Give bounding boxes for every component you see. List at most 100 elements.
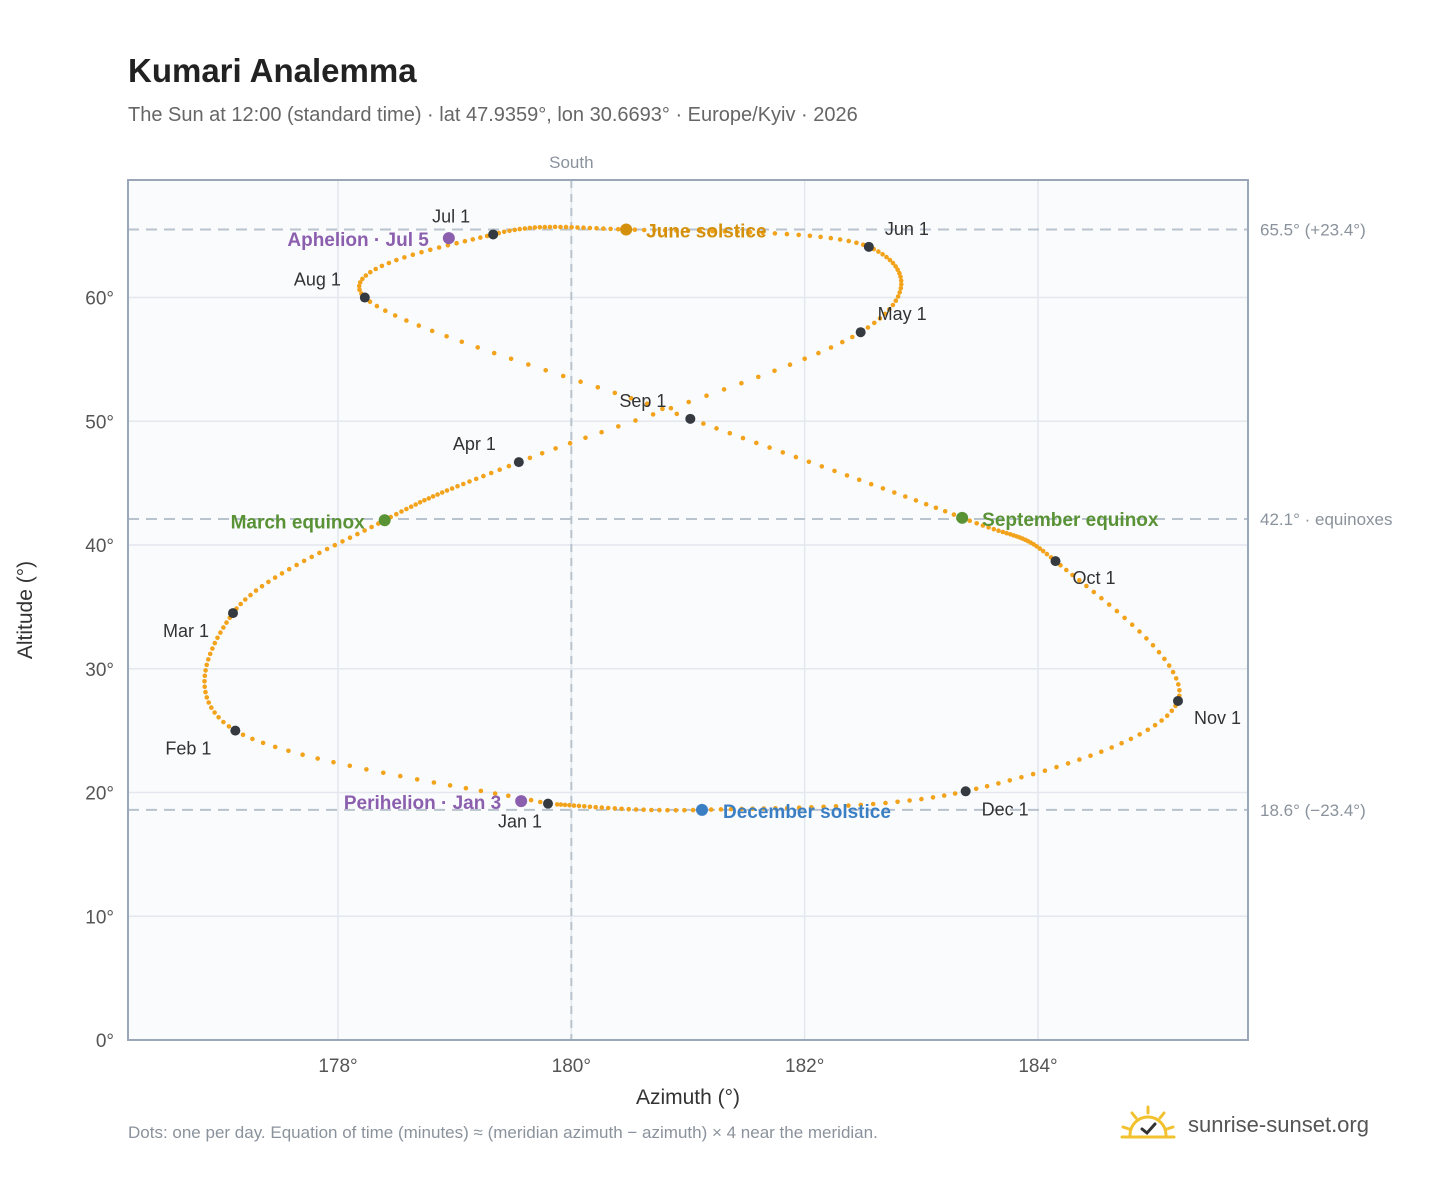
daily-dot [202,673,208,679]
daily-dot [447,783,453,788]
y-tick-label: 30° [85,660,114,681]
daily-dot [728,806,734,812]
y-tick-label: 10° [85,907,114,928]
daily-dot [226,724,232,729]
daily-dot [560,373,566,379]
daily-dot [807,233,813,239]
daily-dot [204,695,210,700]
month-marker-label: Nov 1 [1194,708,1241,728]
daily-dot [218,630,223,635]
daily-dot [780,450,786,455]
daily-dot [739,380,744,386]
daily-dot [690,807,696,813]
x-tick-label: 180° [552,1056,591,1077]
daily-dot [650,412,656,417]
daily-dot [657,807,662,813]
daily-dot [1034,544,1039,549]
month-marker-dot [855,327,866,338]
daily-dot [373,266,379,272]
daily-dot [300,752,305,757]
month-marker-label: Jan 1 [498,812,542,832]
y-tick-label: 40° [85,536,114,557]
daily-dot [673,808,679,813]
daily-dot [1156,649,1162,655]
daily-dot [369,524,374,530]
daily-dot [1137,629,1142,634]
daily-dot [887,307,892,312]
daily-dot [455,484,460,489]
daily-dot [444,488,450,493]
daily-dot [616,424,621,429]
month-marker-dot [228,608,238,619]
daily-dot [272,575,278,580]
daily-dot [1152,722,1158,728]
daily-dot [340,539,345,544]
daily-dot [760,230,765,236]
daily-dot [362,528,367,533]
daily-dot [430,494,436,499]
daily-dot [704,393,709,399]
daily-dot [754,440,759,446]
month-marker-dot [230,725,241,736]
daily-dot [872,320,877,326]
daily-dot [481,473,486,479]
daily-dot [750,806,755,811]
daily-dot [1145,727,1151,733]
daily-dot [740,435,746,441]
daily-dot [240,732,246,738]
footnote: Dots: one per day. Equation of time (min… [128,1123,878,1142]
daily-dot [210,646,215,651]
daily-dot [701,421,706,426]
daily-dot [463,785,469,791]
event-marker-label: Perihelion · Jan 3 [344,793,501,814]
daily-dot [984,783,990,789]
daily-dot [952,791,958,796]
brand-logo[interactable]: sunrise-sunset.org [1120,1100,1369,1150]
axes: 178° 180° 182° 184° 0° 10° 20° 30° 40° 50° 60° Azim… [14,289,1058,1109]
daily-dot [492,791,498,796]
daily-dot [865,325,871,330]
daily-dot [837,237,843,242]
daily-dot [419,249,424,255]
daily-dot [819,464,825,469]
daily-dot [895,267,900,273]
daily-dot [402,255,407,260]
daily-dot [394,511,399,517]
daily-dot [721,387,727,392]
daily-dot [644,401,650,407]
daily-dot [416,323,422,328]
daily-dot [892,490,897,495]
daily-dot [563,224,569,230]
daily-dot [809,805,814,810]
daily-dot [507,228,512,234]
daily-dot [398,773,403,779]
month-marker-dot [863,241,874,252]
daily-dot [543,368,548,373]
daily-dot [739,806,744,812]
daily-dot [202,679,207,684]
daily-dot [203,668,208,673]
daily-dot [1164,713,1170,718]
daily-dot [898,278,904,283]
daily-dot [461,481,466,487]
daily-dot [632,227,638,232]
daily-dot [973,786,979,792]
month-marker-dot [543,798,553,809]
daily-dot [356,283,362,289]
daily-dot [1077,578,1082,583]
daily-dot [612,390,618,396]
daily-dot [1122,615,1127,621]
daily-dot [641,227,647,233]
daily-dot [686,399,691,405]
daily-dot [608,226,613,232]
daily-dot [893,298,899,304]
daily-dot [674,228,679,233]
daily-dot [1173,676,1179,681]
daily-dot [221,625,226,630]
daily-dot [974,521,979,526]
month-markers: Jan 1 Feb 1 Mar 1 Apr 1 May 1 Jun 1 Jul 1 Aug 1… [163,206,1241,831]
daily-dot [923,501,929,507]
daily-dot [996,781,1001,786]
y-tick-label: 0° [96,1031,114,1052]
daily-dot [429,328,435,334]
